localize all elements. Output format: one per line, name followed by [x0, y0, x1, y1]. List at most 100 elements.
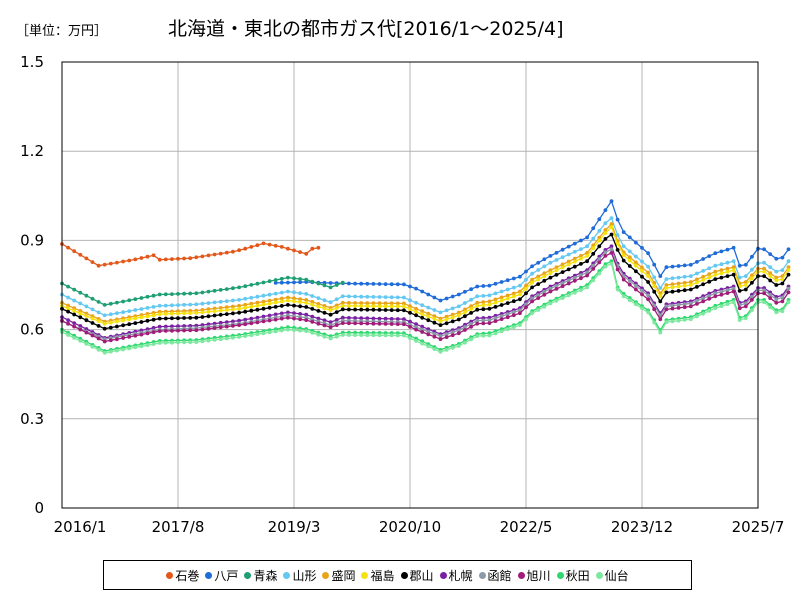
legend-item: 石巻: [166, 567, 199, 584]
data-point: [609, 251, 614, 255]
data-point: [371, 295, 376, 299]
data-point: [231, 319, 235, 324]
data-point: [170, 328, 174, 333]
data-point: [566, 244, 571, 249]
data-point: [395, 322, 400, 326]
data-point: [750, 308, 754, 313]
data-point: [243, 296, 248, 301]
data-point: [359, 281, 364, 286]
data-point: [328, 336, 333, 341]
data-point: [597, 244, 602, 249]
legend-label: 盛岡: [331, 568, 356, 583]
data-point: [353, 294, 357, 299]
data-point: [566, 259, 571, 264]
data-point: [572, 241, 577, 246]
data-point: [707, 296, 712, 301]
data-point: [279, 328, 284, 333]
data-point: [713, 277, 718, 281]
data-point: [505, 315, 510, 320]
data-point: [72, 324, 77, 329]
data-point: [414, 306, 418, 311]
data-point: [762, 260, 766, 265]
data-point: [78, 315, 83, 320]
data-point: [170, 303, 174, 308]
data-point: [365, 281, 370, 286]
data-point: [151, 253, 156, 258]
data-point: [774, 297, 779, 302]
data-point: [646, 270, 650, 275]
data-point: [456, 331, 461, 336]
data-point: [463, 314, 467, 319]
data-point: [750, 276, 754, 281]
data-point: [66, 295, 70, 300]
data-point: [554, 268, 559, 273]
data-point: [224, 320, 229, 324]
data-point: [524, 302, 528, 307]
data-point: [688, 283, 693, 287]
data-point: [603, 264, 608, 269]
data-point: [310, 302, 315, 307]
data-point: [188, 328, 193, 333]
data-point: [682, 280, 687, 285]
data-point: [518, 311, 522, 316]
data-point: [572, 276, 577, 280]
data-point: [340, 300, 345, 305]
data-point: [328, 320, 333, 325]
data-point: [102, 313, 107, 318]
data-point: [493, 319, 498, 323]
data-point: [255, 281, 260, 286]
data-point: [414, 309, 418, 314]
data-point: [658, 317, 663, 322]
data-point: [603, 231, 608, 235]
data-point: [108, 325, 113, 330]
data-point: [481, 333, 486, 338]
data-point: [334, 303, 339, 308]
data-point: [475, 318, 480, 323]
data-point: [603, 254, 608, 258]
data-point: [481, 318, 486, 323]
data-point: [340, 333, 345, 337]
data-point: [530, 280, 534, 285]
data-point: [176, 256, 180, 261]
data-point: [609, 199, 614, 204]
data-point: [96, 324, 101, 328]
data-point: [450, 315, 455, 320]
data-point: [377, 282, 382, 286]
data-point: [603, 250, 608, 255]
data-point: [145, 327, 150, 331]
data-point: [237, 248, 242, 253]
data-point: [731, 289, 736, 294]
data-point: [676, 318, 681, 323]
data-point: [255, 320, 260, 325]
data-point: [188, 302, 193, 307]
data-point: [182, 316, 187, 320]
data-point: [151, 330, 156, 335]
series-仙台: [60, 261, 791, 355]
data-point: [66, 306, 70, 311]
data-point: [328, 325, 333, 330]
data-point: [224, 312, 229, 316]
legend-marker: [439, 571, 447, 579]
data-point: [420, 303, 425, 308]
data-point: [463, 328, 467, 332]
data-point: [688, 301, 693, 306]
legend-item: 旭川: [517, 567, 551, 584]
data-point: [487, 318, 492, 322]
data-point: [560, 281, 565, 286]
data-point: [408, 336, 412, 341]
data-point: [420, 324, 425, 329]
data-point: [310, 294, 315, 298]
data-point: [481, 284, 486, 288]
data-point: [518, 289, 522, 294]
data-point: [444, 296, 449, 301]
data-point: [200, 254, 205, 259]
data-point: [743, 262, 748, 267]
data-point: [737, 289, 742, 293]
data-point: [542, 264, 547, 269]
data-point: [652, 275, 657, 280]
data-point: [395, 308, 400, 313]
data-point: [658, 286, 663, 290]
data-point: [750, 267, 754, 272]
data-point: [237, 306, 242, 311]
data-point: [108, 301, 113, 306]
